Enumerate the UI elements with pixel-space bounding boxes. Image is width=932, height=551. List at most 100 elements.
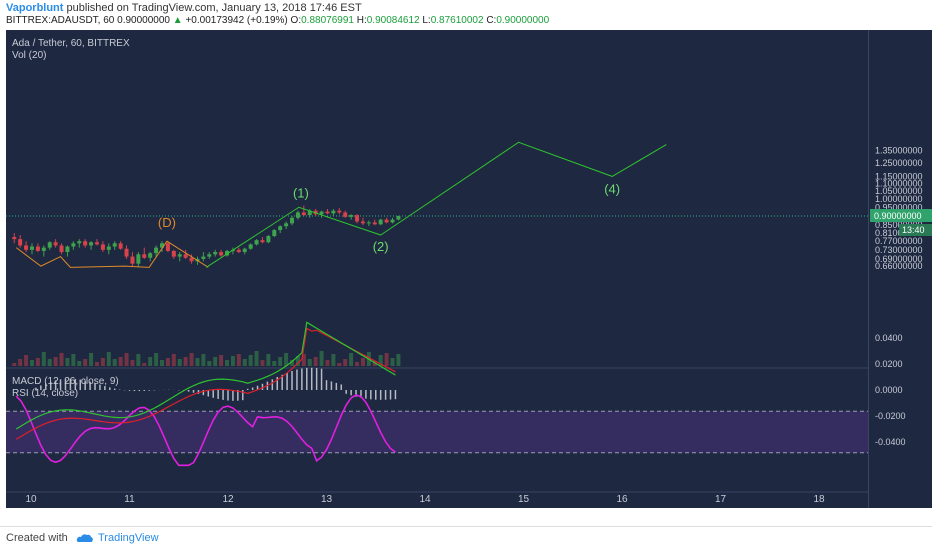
volume-bar xyxy=(118,357,123,366)
candle-body xyxy=(307,210,312,216)
volume-bar xyxy=(295,356,300,366)
volume-bar xyxy=(378,355,383,366)
candle-body xyxy=(189,257,194,262)
volume-legend: Vol (20) xyxy=(12,50,47,61)
volume-bar xyxy=(154,353,159,366)
volume-bar xyxy=(266,354,271,366)
x-tick-label: 17 xyxy=(715,494,727,505)
wave-label: (4) xyxy=(604,181,620,196)
volume-bar xyxy=(349,353,354,366)
volume-bar xyxy=(106,352,111,366)
candle-body xyxy=(118,243,123,249)
close-value: 0.90000000 xyxy=(496,15,550,26)
open-value: 0.88076991 xyxy=(301,15,354,26)
candle-body xyxy=(295,212,300,218)
ohlc-line: BITTREX:ADAUSDT, 60 0.90000000 ▲ +0.0017… xyxy=(6,15,549,26)
candle-body xyxy=(260,240,265,243)
x-tick-label: 13 xyxy=(321,494,333,505)
chart-canvas[interactable]: (D) (1) (2) (4) 10 11 12 13 14 15 16 17 18 xyxy=(6,30,868,508)
candle-body xyxy=(100,244,105,250)
price-change: +0.00173942 (+0.19%) xyxy=(185,15,288,26)
volume-bar xyxy=(230,356,235,366)
publication-header: Vaporblunt published on TradingView.com,… xyxy=(0,0,932,28)
volume-bar xyxy=(148,357,153,366)
close-label: C: xyxy=(486,15,497,26)
volume-bar xyxy=(136,354,141,366)
x-tick-label: 10 xyxy=(25,494,37,505)
volume-bar xyxy=(301,354,306,366)
volume-bar xyxy=(59,353,64,366)
candle-body xyxy=(366,222,371,224)
volume-bar xyxy=(165,358,170,366)
volume-bar xyxy=(307,359,312,366)
price-axis[interactable]: 1.35000000 1.25000000 1.15000000 1.10000000… xyxy=(868,30,932,508)
symbol-label: BITTREX:ADAUSDT, 60 xyxy=(6,15,115,26)
candle-body xyxy=(142,254,147,258)
volume-bar xyxy=(183,357,188,366)
volume-bar xyxy=(41,352,46,366)
candle-body xyxy=(201,256,206,259)
x-tick-label: 15 xyxy=(518,494,530,505)
chart-panel[interactable]: (D) (1) (2) (4) 10 11 12 13 14 15 16 17 18 Ada / Tet… xyxy=(6,30,868,508)
volume-bar xyxy=(83,359,88,366)
candle-body xyxy=(290,217,295,224)
volume-bar xyxy=(313,357,318,366)
candle-body xyxy=(236,249,241,253)
candle-body xyxy=(331,210,336,214)
candle-body xyxy=(77,241,82,244)
volume-bar xyxy=(337,363,342,366)
volume-bar xyxy=(372,361,377,366)
price-tick-label: 1.25000000 xyxy=(875,158,923,168)
volume-bar xyxy=(396,354,401,366)
volume-bar xyxy=(24,355,29,366)
price-tick-label: 0.95000000 xyxy=(875,202,923,212)
candle-body xyxy=(24,245,29,250)
volume-bar xyxy=(290,360,295,366)
candle-body xyxy=(254,240,259,245)
elliott-wave-line xyxy=(206,141,667,268)
price-tick-label: 1.00000000 xyxy=(875,194,923,204)
x-tick-label: 14 xyxy=(419,494,431,505)
candle-body xyxy=(337,210,342,213)
candle-body xyxy=(41,247,46,251)
footer-brand[interactable]: TradingView xyxy=(98,532,159,544)
timer-label: 13:40 xyxy=(902,225,925,235)
candle-body xyxy=(94,242,99,245)
candle-body xyxy=(378,219,383,225)
price-tag-box xyxy=(870,209,932,222)
x-tick-label: 12 xyxy=(222,494,234,505)
volume-bar xyxy=(254,351,259,366)
volume-bar xyxy=(272,361,277,366)
d-wave-line xyxy=(15,240,209,268)
publication-line: Vaporblunt published on TradingView.com,… xyxy=(6,2,362,14)
candle-body xyxy=(207,254,212,257)
author-link[interactable]: Vaporblunt xyxy=(6,2,64,14)
macd-tick-label: -0.0200 xyxy=(875,411,906,421)
candle-body xyxy=(384,219,389,223)
volume-bar xyxy=(343,359,348,366)
volume-bar xyxy=(248,355,253,366)
candle-body xyxy=(47,242,52,248)
candle-body xyxy=(248,244,253,249)
candle-body xyxy=(343,212,348,217)
volume-bar xyxy=(160,360,165,366)
candle-body xyxy=(349,215,354,217)
price-axis-canvas: 1.35000000 1.25000000 1.150000001.10000000… xyxy=(870,145,932,447)
candle-body xyxy=(360,221,365,224)
candle-body xyxy=(219,252,224,256)
volume-bar xyxy=(65,358,70,366)
candle-body xyxy=(160,243,165,248)
volume-bar xyxy=(219,355,224,366)
volume-bar xyxy=(360,358,365,366)
price-tick-label: 1.05000000 xyxy=(875,186,923,196)
candle-body xyxy=(390,219,395,223)
wave-label: (D) xyxy=(158,215,176,230)
wave-label: (2) xyxy=(373,239,389,254)
candle-body xyxy=(319,211,324,215)
volume-bar xyxy=(331,354,336,366)
published-info: published on TradingView.com, January 13… xyxy=(66,2,362,14)
candle-body xyxy=(183,254,188,258)
low-value: 0.87610002 xyxy=(430,15,484,26)
low-label: L: xyxy=(422,15,431,26)
volume-bar xyxy=(201,354,206,366)
